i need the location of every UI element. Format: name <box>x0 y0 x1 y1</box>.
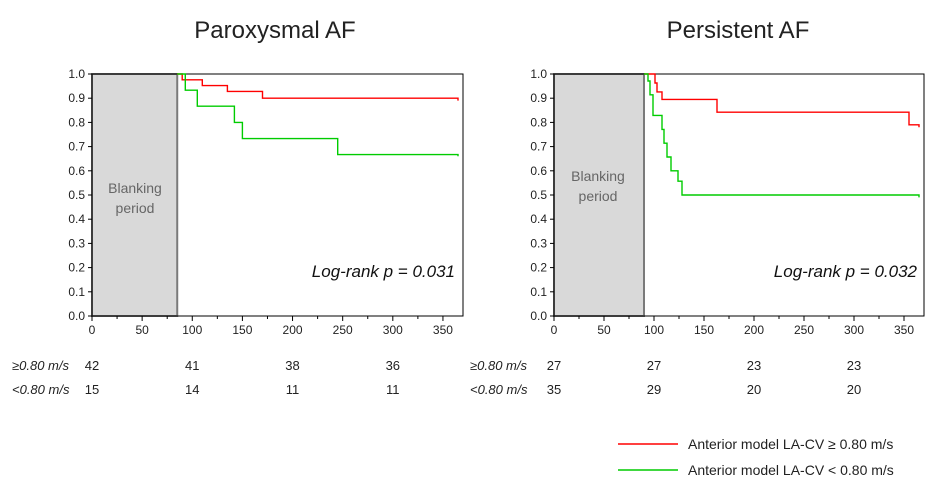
y-tick-label: 0.4 <box>530 212 547 226</box>
blanking-label-line1: Blanking <box>571 168 625 184</box>
risk-row-label: ≥0.80 m/s <box>12 358 69 373</box>
x-tick-label: 100 <box>644 323 664 337</box>
y-tick-label: 0.0 <box>68 309 85 323</box>
legend-label: Anterior model LA-CV < 0.80 m/s <box>688 462 894 478</box>
risk-count: 29 <box>647 382 661 397</box>
x-tick-label: 150 <box>232 323 252 337</box>
risk-count: 23 <box>847 358 861 373</box>
y-tick-label: 1.0 <box>530 67 547 81</box>
y-tick-label: 0.5 <box>68 188 85 202</box>
survival-curve-low-cv <box>177 73 459 157</box>
y-tick-label: 0.7 <box>68 140 85 154</box>
blanking-period-box <box>91 73 179 317</box>
risk-count: 38 <box>285 358 299 373</box>
x-tick-label: 0 <box>551 323 558 337</box>
y-tick-label: 0.8 <box>68 115 85 129</box>
blanking-label-line2: period <box>579 188 618 204</box>
chart-panel-2: Persistent AF Blanking period 0.0 0.1 0.2 0.3 0… <box>470 17 925 397</box>
risk-row-label: <0.80 m/s <box>12 382 70 397</box>
y-tick-label: 0.9 <box>68 91 85 105</box>
y-tick-label: 0.5 <box>530 188 547 202</box>
risk-row-label: <0.80 m/s <box>470 382 528 397</box>
legend: Anterior model LA-CV ≥ 0.80 m/s Anterior … <box>618 436 894 478</box>
x-tick-label: 300 <box>844 323 864 337</box>
chart-title: Persistent AF <box>667 17 810 44</box>
risk-count: 11 <box>386 382 400 397</box>
risk-count: 35 <box>547 382 561 397</box>
risk-count: 36 <box>386 358 400 373</box>
survival-curve-high-cv <box>644 73 920 128</box>
y-tick-label: 0.6 <box>530 164 547 178</box>
y-tick-label: 0.9 <box>530 91 547 105</box>
legend-label: Anterior model LA-CV ≥ 0.80 m/s <box>688 436 893 452</box>
chart-panel-1: Paroxysmal AF Blanking period 0.0 0.1 0.2 0.3 0… <box>12 17 464 397</box>
risk-count: 11 <box>286 382 300 397</box>
log-rank-annotation: Log-rank p = 0.032 <box>774 262 918 281</box>
y-tick-label: 0.4 <box>68 212 85 226</box>
blanking-label-line2: period <box>116 200 155 216</box>
y-tick-label: 0.0 <box>530 309 547 323</box>
y-tick-label: 0.1 <box>68 285 85 299</box>
y-tick-label: 0.2 <box>530 261 547 275</box>
y-tick-label: 0.3 <box>530 236 547 250</box>
y-tick-label: 0.2 <box>68 261 85 275</box>
risk-count: 20 <box>847 382 861 397</box>
risk-count: 41 <box>185 358 199 373</box>
risk-count: 23 <box>747 358 761 373</box>
y-tick-label: 0.3 <box>68 236 85 250</box>
risk-count: 27 <box>547 358 561 373</box>
x-tick-label: 300 <box>383 323 403 337</box>
risk-count: 42 <box>85 358 99 373</box>
risk-row-label: ≥0.80 m/s <box>470 358 527 373</box>
y-tick-label: 0.6 <box>68 164 85 178</box>
survival-curve-high-cv <box>177 73 459 101</box>
survival-curve-low-cv <box>644 73 920 198</box>
log-rank-annotation: Log-rank p = 0.031 <box>312 262 455 281</box>
x-tick-label: 200 <box>283 323 303 337</box>
y-tick-label: 1.0 <box>68 67 85 81</box>
y-tick-label: 0.7 <box>530 140 547 154</box>
risk-count: 27 <box>647 358 661 373</box>
x-tick-label: 50 <box>597 323 611 337</box>
x-tick-label: 250 <box>794 323 814 337</box>
x-tick-label: 350 <box>894 323 914 337</box>
blanking-label-line1: Blanking <box>108 180 162 196</box>
risk-count: 14 <box>185 382 199 397</box>
x-tick-label: 350 <box>433 323 453 337</box>
y-tick-label: 0.8 <box>530 115 547 129</box>
x-tick-label: 200 <box>744 323 764 337</box>
x-tick-label: 50 <box>135 323 149 337</box>
x-tick-label: 150 <box>694 323 714 337</box>
x-tick-label: 100 <box>182 323 202 337</box>
chart-title: Paroxysmal AF <box>194 17 355 44</box>
risk-count: 15 <box>85 382 99 397</box>
risk-count: 20 <box>747 382 761 397</box>
x-tick-label: 250 <box>333 323 353 337</box>
x-tick-label: 0 <box>89 323 96 337</box>
y-tick-label: 0.1 <box>530 285 547 299</box>
